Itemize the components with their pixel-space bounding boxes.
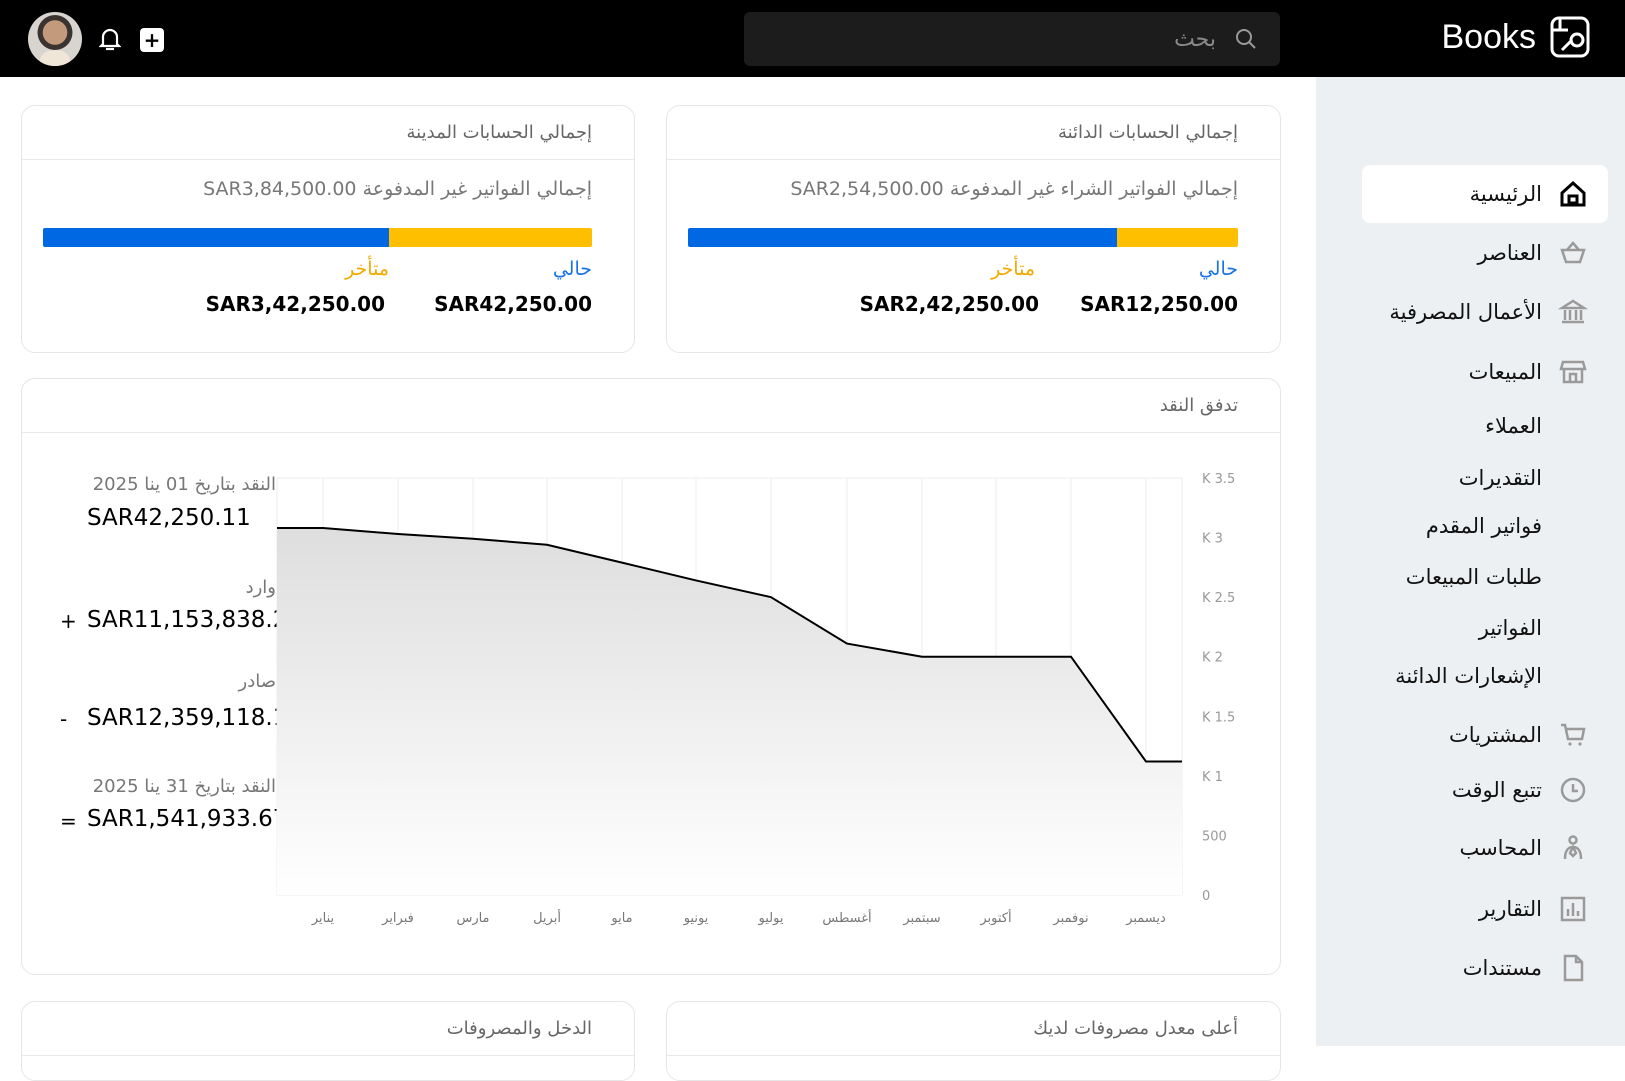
y-tick-label: 500 [1202, 829, 1227, 844]
y-tick-label: K 1 [1202, 770, 1223, 785]
x-tick-label: نوفمبر [1052, 911, 1088, 926]
x-tick-label: أغسطس [822, 909, 871, 926]
x-tick-label: مارس [456, 911, 489, 926]
cashflow-area [277, 528, 1182, 895]
x-tick-label: أكتوبر [979, 909, 1011, 926]
income-expense-card: الدخل والمصروفات [21, 1001, 635, 1081]
y-tick-label: K 2 [1202, 651, 1223, 666]
x-tick-label: أبريل [533, 909, 561, 926]
x-tick-label: مايو [610, 911, 632, 926]
x-tick-label: فبراير [381, 911, 414, 926]
x-tick-label: يناير [311, 911, 335, 926]
y-tick-label: K 2.5 [1202, 591, 1235, 606]
card-title: أعلى معدل مصروفات لديك [667, 1002, 1280, 1056]
y-tick-label: K 3.5 [1202, 472, 1235, 487]
x-tick-label: يوليو [758, 911, 784, 926]
x-tick-label: ديسمبر [1125, 911, 1166, 926]
y-tick-label: 0 [1202, 889, 1210, 904]
cashflow-chart: 0 500 K 1 K 1.5 K 2 K 2.5 K 3 K 3.5 يناير فبراير م… [0, 0, 1625, 1046]
card-title: الدخل والمصروفات [22, 1002, 634, 1056]
x-tick-label: يونيو [683, 911, 709, 926]
top-expenses-card: أعلى معدل مصروفات لديك [666, 1001, 1281, 1081]
y-tick-label: K 1.5 [1202, 710, 1235, 725]
x-tick-label: سبتمبر [902, 911, 940, 926]
y-tick-label: K 3 [1202, 532, 1223, 547]
